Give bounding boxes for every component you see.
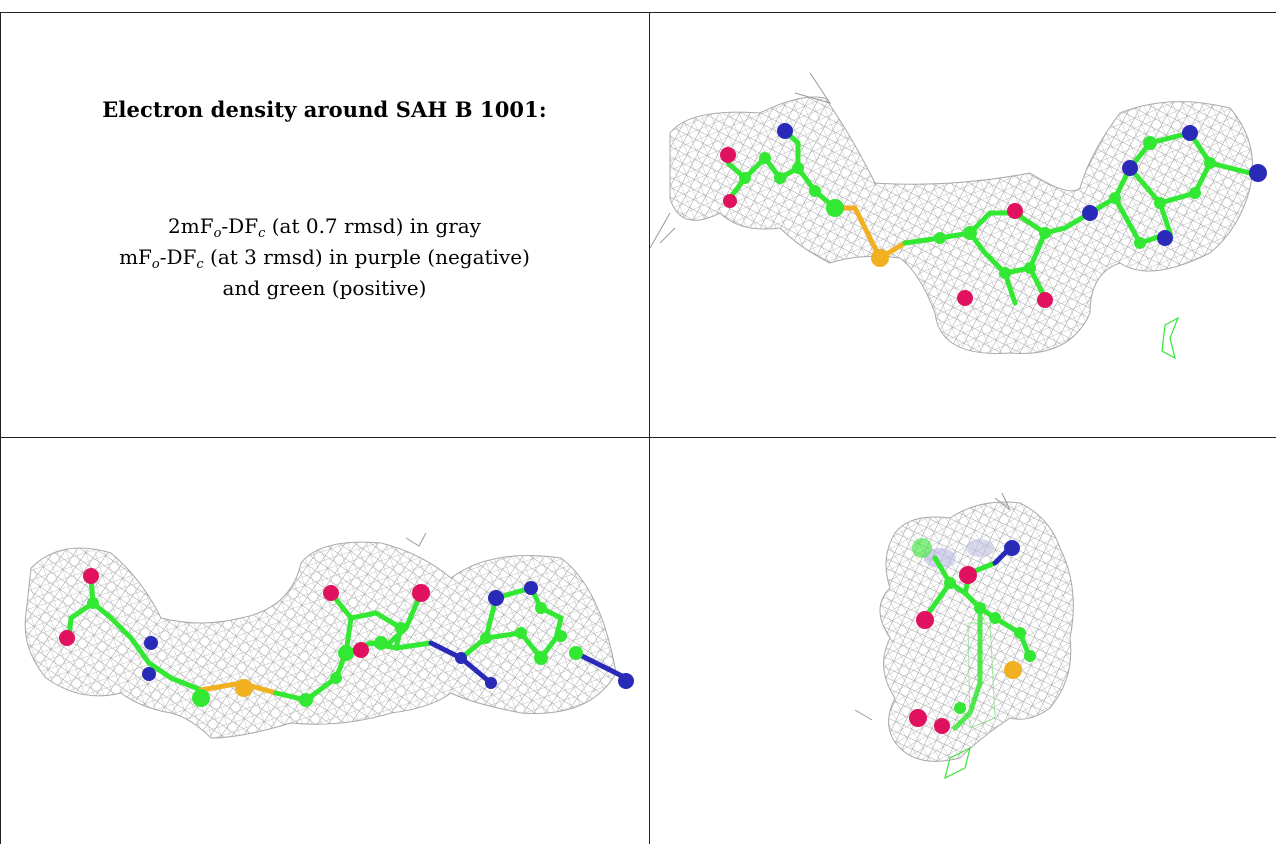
caption-line1-sub2: c <box>258 226 266 241</box>
caption-line2-sub2: c <box>196 257 204 272</box>
caption-cell: Electron density around SAH B 1001: 2mFo… <box>0 0 649 437</box>
caption-line-positive: and green (positive) <box>222 276 427 300</box>
positive-density-blob <box>1161 316 1180 360</box>
caption-title: Electron density around SAH B 1001: <box>102 97 547 122</box>
table-left-border <box>0 12 1 844</box>
density-view-bottom-left <box>24 532 634 739</box>
caption-line2-pre: mF <box>119 245 152 269</box>
caption-line-mfo: mFo-DFc (at 3 rmsd) in purple (negative) <box>0 245 649 272</box>
density-view-bottom-right <box>854 492 1074 780</box>
caption-line1-sub1: o <box>213 226 222 241</box>
density-view-top-right <box>650 72 1267 360</box>
table-top-border <box>0 12 1276 13</box>
caption-line1-pre: 2mF <box>168 214 214 238</box>
caption-line1-post: (at 0.7 rmsd) in gray <box>265 214 481 238</box>
caption-line1-mid: -DF <box>221 214 259 238</box>
caption-line2-post: (at 3 rmsd) in purple (negative) <box>203 245 530 269</box>
table-center-border <box>649 12 650 844</box>
molecule-atoms <box>720 123 1267 308</box>
molecule-atoms <box>909 538 1036 734</box>
molecule-atoms <box>59 568 634 707</box>
caption-line2-sub1: o <box>151 257 160 272</box>
caption-line2-mid: -DF <box>159 245 197 269</box>
table-middle-border <box>0 437 1276 438</box>
caption-line-2mfo: 2mFo-DFc (at 0.7 rmsd) in gray <box>0 214 649 241</box>
positive-density-blob <box>944 746 971 780</box>
